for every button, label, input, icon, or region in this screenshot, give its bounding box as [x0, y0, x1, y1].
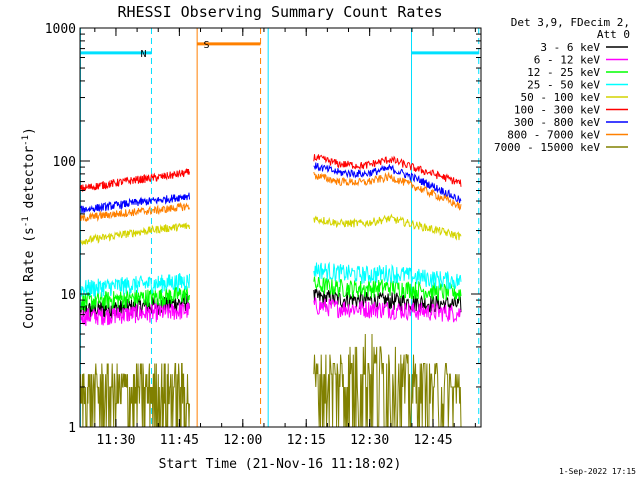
- y-tick-label-3: 1000: [45, 22, 76, 37]
- series-8-line-1: [313, 171, 462, 211]
- legend-label-9: 7000 - 15000 keV: [494, 141, 600, 154]
- y-axis-label-sup2: -1: [21, 135, 31, 146]
- series-7-line: [80, 192, 190, 214]
- y-axis-label-sup1: -1: [21, 216, 31, 227]
- legend-label-4: 25 - 50 keV: [527, 79, 600, 92]
- legend-label-7: 300 - 800 keV: [514, 116, 600, 129]
- series-2-line: [79, 302, 190, 327]
- legend-header-line2: Att 0: [597, 28, 630, 41]
- x-tick-label-0: 11:30: [96, 433, 135, 448]
- x-tick-label-4: 12:30: [350, 433, 389, 448]
- y-axis-label-mid: detector: [22, 146, 37, 217]
- y-axis-label: Count Rate (s-1 detector-1): [21, 127, 37, 329]
- plot-area: NS: [79, 28, 480, 428]
- series-5-line: [80, 222, 190, 246]
- y-tick-label-1: 10: [60, 288, 76, 303]
- y-tick-label-0: 1: [68, 421, 76, 436]
- series-6-line-1: [313, 154, 462, 187]
- series-7-line-1: [313, 162, 462, 203]
- legend-label-6: 100 - 300 keV: [514, 104, 600, 117]
- series-1-line-1: [313, 288, 462, 314]
- x-tick-label-1: 11:45: [160, 433, 199, 448]
- chart-title: RHESSI Observing Summary Count Rates: [117, 3, 442, 21]
- x-tick-label-3: 12:15: [287, 433, 326, 448]
- series-8-line: [79, 201, 190, 222]
- legend-label-3: 12 - 25 keV: [527, 66, 600, 79]
- legend-header-line1: Det 3,9, FDecim 2,: [511, 16, 630, 29]
- legend-label-5: 50 - 100 keV: [521, 91, 601, 104]
- series-4-line-1: [313, 261, 462, 290]
- legend-label-2: 6 - 12 keV: [534, 54, 601, 67]
- y-axis-label-main: Count Rate (s: [22, 227, 37, 329]
- y-axis-label-end: ): [22, 127, 37, 135]
- x-tick-label-2: 12:00: [223, 433, 262, 448]
- plot-frame: [79, 27, 482, 428]
- y-tick-label-2: 100: [53, 155, 76, 170]
- series-9-line-1: [313, 333, 462, 428]
- legend-label-1: 3 - 6 keV: [540, 41, 600, 54]
- flag-label-0: N: [140, 49, 146, 60]
- series-9-line: [79, 363, 190, 428]
- x-tick-label-5: 12:45: [414, 433, 453, 448]
- series-6-line: [79, 168, 190, 193]
- series-5-line-1: [313, 213, 462, 241]
- axes-ticks: 11:30 11:45 12:00 12:15 12:30 12:45 1 10 100 1000: [45, 22, 481, 448]
- flag-label-2: S: [204, 40, 210, 51]
- footer-timestamp: 1-Sep-2022 17:15: [559, 467, 636, 476]
- x-axis-label: Start Time (21-Nov-16 11:18:02): [159, 457, 402, 472]
- series-4-line: [79, 273, 190, 298]
- legend-label-8: 800 - 7000 keV: [507, 129, 600, 142]
- series-2-line-1: [313, 297, 462, 323]
